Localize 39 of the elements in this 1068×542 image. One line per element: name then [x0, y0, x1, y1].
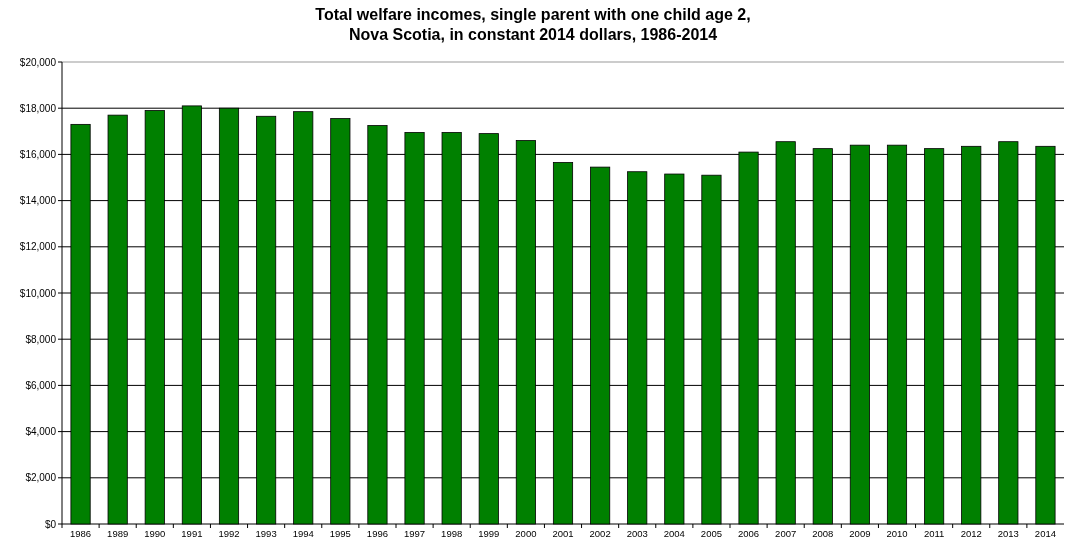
x-tick-label: 2009 [849, 528, 871, 539]
x-tick-label: 2000 [515, 528, 537, 539]
y-tick-label: $12,000 [19, 241, 57, 253]
x-tick-label: 1996 [366, 528, 389, 539]
y-tick-label: $2,000 [25, 472, 57, 484]
x-tick-label: 2006 [737, 528, 760, 539]
x-tick-label: 1991 [181, 528, 203, 539]
x-tick-label: 1992 [218, 528, 240, 539]
x-tick-label: 2001 [552, 528, 574, 539]
y-tick-label: $6,000 [25, 379, 57, 391]
y-tick-label: $10,000 [19, 287, 57, 299]
x-tick-label: 2005 [700, 528, 723, 539]
x-tick-label: 1993 [255, 528, 277, 539]
x-tick-label: 2010 [886, 528, 908, 539]
y-tick-label: $0 [44, 518, 57, 530]
y-tick-label: $14,000 [19, 195, 57, 207]
chart-title: Total welfare incomes, single parent with one child age 2, Nova Scotia, in constant 2014 dollars, 1986-2014 [315, 6, 751, 43]
y-tick-label: $20,000 [19, 56, 57, 68]
y-tick-label: $8,000 [25, 333, 57, 345]
x-tick-label: 2012 [960, 528, 982, 539]
x-tick-label: 2004 [663, 528, 685, 539]
x-tick-label: 2011 [923, 528, 945, 539]
x-tick-label: 1998 [441, 528, 463, 539]
x-tick-label: 2007 [775, 528, 797, 539]
x-tick-label: 2014 [1034, 528, 1057, 539]
x-tick-label: 1999 [478, 528, 500, 539]
x-tick-label: 1986 [69, 528, 92, 539]
y-tick-label: $4,000 [25, 426, 57, 438]
x-tick-label: 2002 [589, 528, 611, 539]
x-tick-label: 1997 [403, 528, 426, 539]
x-tick-label: 1995 [329, 528, 351, 539]
x-tick-label: 2008 [812, 528, 834, 539]
x-tick-label: 1989 [107, 528, 129, 539]
x-tick-label: 1990 [144, 528, 166, 539]
y-tick-label: $18,000 [19, 102, 57, 114]
y-tick-label: $16,000 [19, 148, 57, 160]
x-tick-label: 2013 [997, 528, 1019, 539]
x-tick-label: 1994 [292, 528, 314, 539]
x-tick-label: 2003 [626, 528, 648, 539]
